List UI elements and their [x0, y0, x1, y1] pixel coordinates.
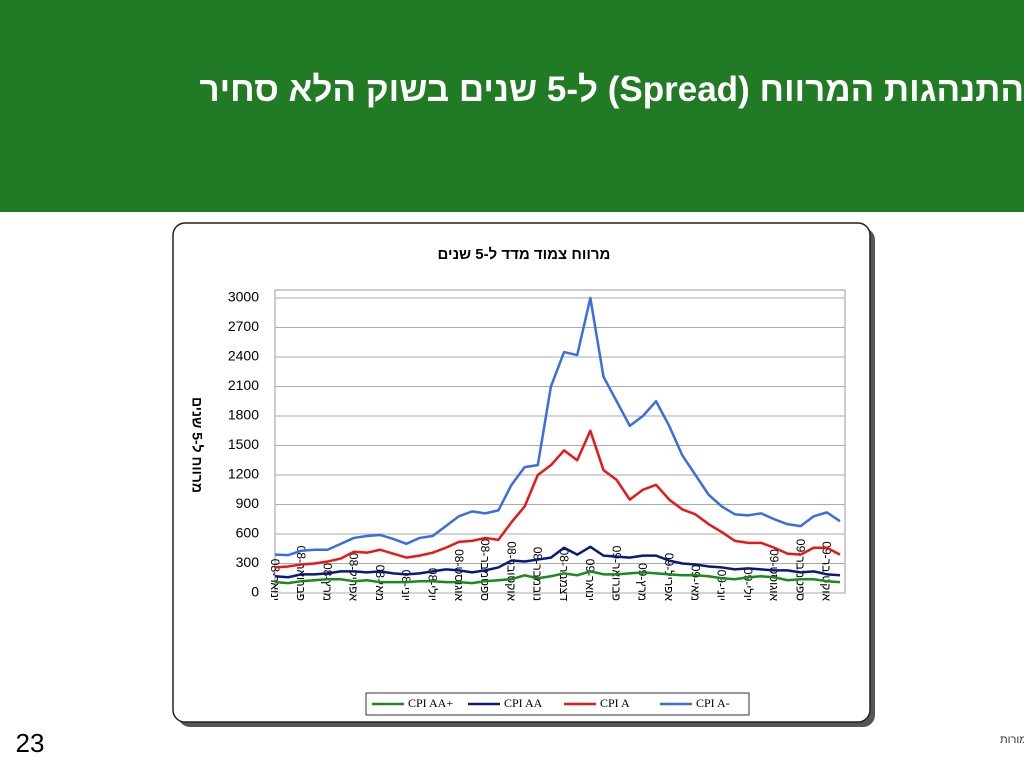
x-tick-label: יוני-08: [399, 570, 413, 601]
x-tick-label: מרץ-08: [320, 563, 334, 601]
x-tick-label: אוקטובר-09: [820, 541, 834, 601]
series-line: [274, 570, 841, 585]
y-tick-label: 0: [251, 584, 259, 600]
y-tick-label: 300: [236, 554, 260, 570]
x-tick-label: אוגוסט-08: [452, 549, 466, 601]
legend-label: CPI A: [600, 696, 630, 710]
y-tick-label: 1500: [228, 436, 259, 452]
slide-title: התנהגות המרווח (Spread) ל-5 שנים בשוק הל…: [199, 70, 1024, 109]
series-line: [274, 296, 841, 557]
x-tick-label: אפריל-08: [347, 553, 361, 602]
y-axis-label: מרווח ל-5 שנים: [189, 397, 205, 493]
x-tick-label: יולי-08: [426, 568, 440, 601]
page-number: 23: [16, 728, 45, 758]
chart-title: מרווח צמוד מדד ל-5 שנים: [438, 246, 611, 263]
y-tick-label: 2400: [228, 348, 259, 364]
x-tick-label: אוגוסט-09: [767, 549, 781, 601]
y-tick-label: 900: [236, 495, 260, 511]
x-tick-label: יולי-09: [741, 568, 755, 601]
x-tick-label: ינואר-09: [583, 559, 597, 601]
legend-label: CPI A-: [696, 696, 730, 710]
x-tick-label: אוקטובר-08: [504, 541, 518, 601]
y-tick-label: 1800: [228, 407, 259, 423]
y-tick-label: 1200: [228, 466, 259, 482]
legend-label: CPI AA: [504, 696, 543, 710]
y-tick-label: 2100: [228, 377, 259, 393]
y-tick-label: 2700: [228, 318, 259, 334]
x-tick-label: דצמבר-08: [557, 549, 571, 602]
x-tick-label: יוני-09: [715, 570, 729, 601]
y-tick-label: 3000: [228, 289, 259, 305]
x-tick-label: מאי-09: [688, 565, 702, 601]
x-tick-label: אפריל-09: [662, 553, 676, 602]
y-tick-label: 600: [236, 525, 260, 541]
series-line: [274, 545, 841, 579]
plot-area: [274, 289, 846, 594]
x-tick-label: ספטמבר-09: [793, 539, 807, 601]
x-tick-label: נובמבר-08: [531, 547, 545, 601]
x-tick-label: מרץ-09: [636, 563, 650, 601]
series-line: [274, 429, 841, 569]
legend: [365, 692, 750, 716]
footer: © כל הזכויות שמורות: [1000, 733, 1024, 746]
x-tick-label: ינואר-08: [268, 559, 282, 601]
legend-label: CPI AA+: [408, 696, 453, 710]
header-band: [0, 0, 1024, 212]
